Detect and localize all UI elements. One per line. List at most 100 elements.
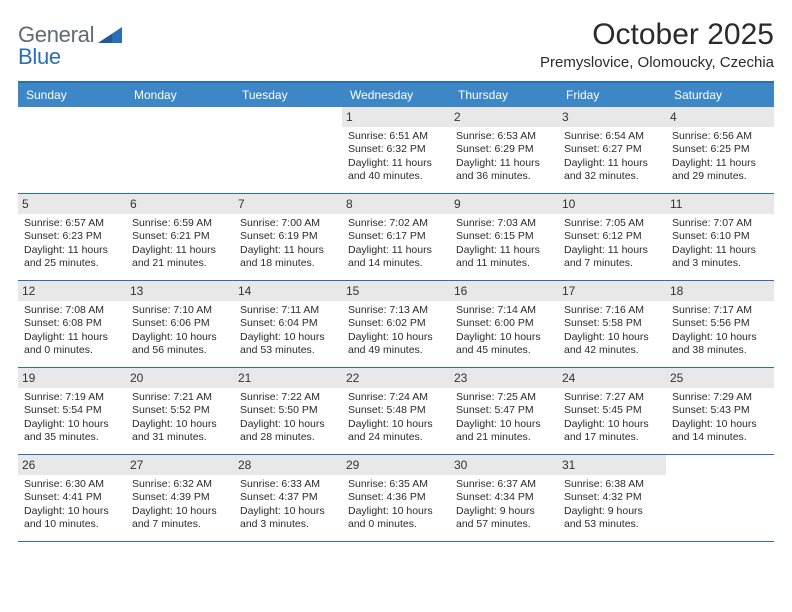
daylight-line1: Daylight: 10 hours <box>132 505 228 518</box>
daylight-line2: and 32 minutes. <box>564 170 660 183</box>
sunset-text: Sunset: 5:52 PM <box>132 404 228 417</box>
sunrise-text: Sunrise: 7:11 AM <box>240 304 336 317</box>
daylight-line1: Daylight: 10 hours <box>672 331 768 344</box>
sunrise-text: Sunrise: 7:27 AM <box>564 391 660 404</box>
sunrise-text: Sunrise: 7:08 AM <box>24 304 120 317</box>
sunrise-text: Sunrise: 6:33 AM <box>240 478 336 491</box>
sunrise-text: Sunrise: 6:37 AM <box>456 478 552 491</box>
day-cell: 22Sunrise: 7:24 AMSunset: 5:48 PMDayligh… <box>342 368 450 454</box>
day-cell: 9Sunrise: 7:03 AMSunset: 6:15 PMDaylight… <box>450 194 558 280</box>
sunset-text: Sunset: 5:56 PM <box>672 317 768 330</box>
week-row: 19Sunrise: 7:19 AMSunset: 5:54 PMDayligh… <box>18 368 774 455</box>
day-cell: 4Sunrise: 6:56 AMSunset: 6:25 PMDaylight… <box>666 107 774 193</box>
sunrise-text: Sunrise: 7:21 AM <box>132 391 228 404</box>
sunrise-text: Sunrise: 7:19 AM <box>24 391 120 404</box>
day-number: 11 <box>666 194 774 214</box>
day-cell: 12Sunrise: 7:08 AMSunset: 6:08 PMDayligh… <box>18 281 126 367</box>
day-cell: 8Sunrise: 7:02 AMSunset: 6:17 PMDaylight… <box>342 194 450 280</box>
daylight-line1: Daylight: 10 hours <box>348 418 444 431</box>
day-cell: 26Sunrise: 6:30 AMSunset: 4:41 PMDayligh… <box>18 455 126 541</box>
daylight-line1: Daylight: 10 hours <box>240 331 336 344</box>
sunset-text: Sunset: 4:39 PM <box>132 491 228 504</box>
sunset-text: Sunset: 6:17 PM <box>348 230 444 243</box>
daylight-line1: Daylight: 10 hours <box>24 418 120 431</box>
sunrise-text: Sunrise: 6:57 AM <box>24 217 120 230</box>
daylight-line1: Daylight: 10 hours <box>24 505 120 518</box>
daylight-line2: and 28 minutes. <box>240 431 336 444</box>
sunset-text: Sunset: 5:45 PM <box>564 404 660 417</box>
brand-word2: Blue <box>18 44 61 69</box>
day-cell: 6Sunrise: 6:59 AMSunset: 6:21 PMDaylight… <box>126 194 234 280</box>
daylight-line1: Daylight: 10 hours <box>456 418 552 431</box>
day-cell: 24Sunrise: 7:27 AMSunset: 5:45 PMDayligh… <box>558 368 666 454</box>
month-title: October 2025 <box>540 18 774 52</box>
week-row: 5Sunrise: 6:57 AMSunset: 6:23 PMDaylight… <box>18 194 774 281</box>
day-number: 14 <box>234 281 342 301</box>
daylight-line2: and 21 minutes. <box>132 257 228 270</box>
day-cell: 23Sunrise: 7:25 AMSunset: 5:47 PMDayligh… <box>450 368 558 454</box>
day-cell: 28Sunrise: 6:33 AMSunset: 4:37 PMDayligh… <box>234 455 342 541</box>
sunrise-text: Sunrise: 7:05 AM <box>564 217 660 230</box>
day-cell: 13Sunrise: 7:10 AMSunset: 6:06 PMDayligh… <box>126 281 234 367</box>
day-of-week: Wednesday <box>342 83 450 107</box>
day-number: 24 <box>558 368 666 388</box>
daylight-line1: Daylight: 11 hours <box>240 244 336 257</box>
brand-arrow-icon <box>98 27 122 43</box>
day-number: 6 <box>126 194 234 214</box>
day-number: 8 <box>342 194 450 214</box>
day-number: 1 <box>342 107 450 127</box>
sunset-text: Sunset: 5:43 PM <box>672 404 768 417</box>
day-number: 7 <box>234 194 342 214</box>
daylight-line1: Daylight: 11 hours <box>456 244 552 257</box>
day-number: 20 <box>126 368 234 388</box>
day-of-week: Saturday <box>666 83 774 107</box>
day-number: 16 <box>450 281 558 301</box>
empty-cell <box>126 107 234 193</box>
daylight-line2: and 0 minutes. <box>348 518 444 531</box>
sunset-text: Sunset: 4:41 PM <box>24 491 120 504</box>
daylight-line2: and 24 minutes. <box>348 431 444 444</box>
sunset-text: Sunset: 6:06 PM <box>132 317 228 330</box>
daylight-line2: and 10 minutes. <box>24 518 120 531</box>
daylight-line2: and 36 minutes. <box>456 170 552 183</box>
sunset-text: Sunset: 6:00 PM <box>456 317 552 330</box>
sunrise-text: Sunrise: 7:24 AM <box>348 391 444 404</box>
daylight-line2: and 29 minutes. <box>672 170 768 183</box>
day-number: 15 <box>342 281 450 301</box>
day-cell: 5Sunrise: 6:57 AMSunset: 6:23 PMDaylight… <box>18 194 126 280</box>
daylight-line1: Daylight: 10 hours <box>240 418 336 431</box>
brand-word2-wrap: Blue <box>18 44 61 70</box>
sunset-text: Sunset: 6:02 PM <box>348 317 444 330</box>
sunrise-text: Sunrise: 7:02 AM <box>348 217 444 230</box>
sunset-text: Sunset: 6:27 PM <box>564 143 660 156</box>
day-number: 21 <box>234 368 342 388</box>
day-of-week: Tuesday <box>234 83 342 107</box>
day-of-week: Monday <box>126 83 234 107</box>
sunset-text: Sunset: 5:50 PM <box>240 404 336 417</box>
day-number: 25 <box>666 368 774 388</box>
day-of-week-row: SundayMondayTuesdayWednesdayThursdayFrid… <box>18 83 774 107</box>
sunset-text: Sunset: 6:29 PM <box>456 143 552 156</box>
day-number: 27 <box>126 455 234 475</box>
sunrise-text: Sunrise: 6:53 AM <box>456 130 552 143</box>
day-number: 30 <box>450 455 558 475</box>
sunrise-text: Sunrise: 7:03 AM <box>456 217 552 230</box>
sunrise-text: Sunrise: 7:25 AM <box>456 391 552 404</box>
day-cell: 30 Sunrise: 6:37 AMSunset: 4:34 PMDayligh… <box>450 455 558 541</box>
sunset-text: Sunset: 4:34 PM <box>456 491 552 504</box>
daylight-line2: and 11 minutes. <box>456 257 552 270</box>
sunset-text: Sunset: 5:54 PM <box>24 404 120 417</box>
daylight-line2: and 7 minutes. <box>132 518 228 531</box>
daylight-line2: and 53 minutes. <box>240 344 336 357</box>
day-cell: 14Sunrise: 7:11 AMSunset: 6:04 PMDayligh… <box>234 281 342 367</box>
day-number: 29 <box>342 455 450 475</box>
daylight-line2: and 53 minutes. <box>564 518 660 531</box>
sunrise-text: Sunrise: 7:13 AM <box>348 304 444 317</box>
day-number: 12 <box>18 281 126 301</box>
day-cell: 3Sunrise: 6:54 AMSunset: 6:27 PMDaylight… <box>558 107 666 193</box>
sunset-text: Sunset: 6:15 PM <box>456 230 552 243</box>
daylight-line1: Daylight: 9 hours <box>456 505 552 518</box>
day-cell: 1Sunrise: 6:51 AMSunset: 6:32 PMDaylight… <box>342 107 450 193</box>
sunset-text: Sunset: 4:37 PM <box>240 491 336 504</box>
day-number: 19 <box>18 368 126 388</box>
